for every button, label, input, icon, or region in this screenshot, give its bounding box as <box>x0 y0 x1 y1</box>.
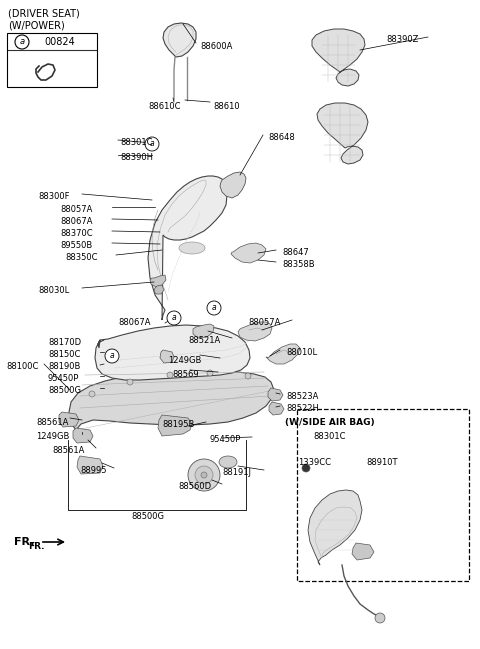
Text: 88647: 88647 <box>282 248 309 257</box>
Text: 88191J: 88191J <box>222 468 251 477</box>
Text: 88350C: 88350C <box>65 253 97 262</box>
Polygon shape <box>69 371 274 430</box>
Circle shape <box>145 137 159 151</box>
Text: 88523A: 88523A <box>286 392 318 401</box>
Text: 88370C: 88370C <box>60 229 93 238</box>
Text: 88610: 88610 <box>213 102 240 111</box>
Text: 88648: 88648 <box>268 133 295 142</box>
Circle shape <box>127 379 133 385</box>
Polygon shape <box>231 243 266 263</box>
Text: 88569: 88569 <box>172 370 199 379</box>
Circle shape <box>15 35 29 49</box>
Circle shape <box>302 464 310 472</box>
Text: 88560D: 88560D <box>178 482 211 491</box>
Text: (DRIVER SEAT): (DRIVER SEAT) <box>8 8 80 18</box>
Text: 88910T: 88910T <box>366 458 397 467</box>
Text: 88195B: 88195B <box>162 420 194 429</box>
Text: a: a <box>150 140 154 149</box>
Text: 88030L: 88030L <box>38 286 69 295</box>
Circle shape <box>167 311 181 325</box>
Text: 88522H: 88522H <box>286 404 319 413</box>
Text: 88170D: 88170D <box>48 338 81 347</box>
Text: 88500G: 88500G <box>132 512 165 521</box>
Polygon shape <box>352 543 374 560</box>
Polygon shape <box>59 412 79 427</box>
Text: 88301C: 88301C <box>314 432 346 441</box>
Text: 88190B: 88190B <box>48 362 80 371</box>
Ellipse shape <box>219 456 237 468</box>
Text: 1249GB: 1249GB <box>168 356 202 365</box>
Text: 00824: 00824 <box>45 37 75 47</box>
Text: 88561A: 88561A <box>52 446 84 455</box>
Text: a: a <box>212 304 216 313</box>
Polygon shape <box>95 325 250 380</box>
Polygon shape <box>73 428 93 443</box>
Text: 89550B: 89550B <box>60 241 92 250</box>
Circle shape <box>105 349 119 363</box>
Text: 1339CC: 1339CC <box>298 458 331 467</box>
Text: 88100C: 88100C <box>6 362 38 371</box>
Text: 88067A: 88067A <box>60 217 93 226</box>
Polygon shape <box>312 29 365 86</box>
Polygon shape <box>317 103 368 164</box>
Ellipse shape <box>179 242 205 254</box>
Circle shape <box>167 372 173 378</box>
Polygon shape <box>220 172 246 198</box>
Text: 88010L: 88010L <box>286 348 317 357</box>
Text: 88600A: 88600A <box>200 42 232 51</box>
Polygon shape <box>160 350 174 363</box>
Polygon shape <box>163 23 196 57</box>
Polygon shape <box>193 324 214 338</box>
Text: 88390Z: 88390Z <box>386 35 419 44</box>
Text: a: a <box>19 38 24 47</box>
Polygon shape <box>308 490 362 565</box>
Polygon shape <box>158 415 192 436</box>
Circle shape <box>188 459 220 491</box>
Text: 88057A: 88057A <box>60 205 92 214</box>
Polygon shape <box>77 456 103 474</box>
Text: 88301C: 88301C <box>120 138 153 147</box>
Circle shape <box>207 370 213 376</box>
Text: 88521A: 88521A <box>188 336 220 345</box>
FancyBboxPatch shape <box>297 409 469 581</box>
Circle shape <box>195 466 213 484</box>
Text: 88500G: 88500G <box>48 386 81 395</box>
Polygon shape <box>154 285 164 294</box>
Circle shape <box>201 472 207 478</box>
Circle shape <box>375 613 385 623</box>
Text: a: a <box>110 352 114 360</box>
Text: FR.: FR. <box>14 537 35 547</box>
Text: FR.: FR. <box>28 542 45 551</box>
Text: 88057A: 88057A <box>248 318 280 327</box>
Text: 1249GB: 1249GB <box>36 432 70 441</box>
Circle shape <box>89 391 95 397</box>
Text: 88150C: 88150C <box>48 350 80 359</box>
Polygon shape <box>268 388 283 401</box>
Text: 88358B: 88358B <box>282 260 314 269</box>
Text: 88300F: 88300F <box>38 192 70 201</box>
Polygon shape <box>150 275 166 287</box>
Polygon shape <box>269 402 284 415</box>
Polygon shape <box>148 176 227 320</box>
Text: 88561A: 88561A <box>36 418 68 427</box>
Text: 88390H: 88390H <box>120 153 153 162</box>
Text: 88995: 88995 <box>80 466 107 475</box>
Circle shape <box>245 373 251 379</box>
Polygon shape <box>238 322 272 341</box>
Text: 95450P: 95450P <box>210 435 241 444</box>
Text: 88067A: 88067A <box>118 318 151 327</box>
Text: 88610C: 88610C <box>148 102 180 111</box>
Circle shape <box>207 301 221 315</box>
Polygon shape <box>266 344 300 364</box>
Text: a: a <box>172 313 176 323</box>
FancyBboxPatch shape <box>7 33 97 87</box>
Text: (W/SIDE AIR BAG): (W/SIDE AIR BAG) <box>285 418 375 427</box>
Text: 95450P: 95450P <box>48 374 79 383</box>
Text: (W/POWER): (W/POWER) <box>8 20 65 30</box>
